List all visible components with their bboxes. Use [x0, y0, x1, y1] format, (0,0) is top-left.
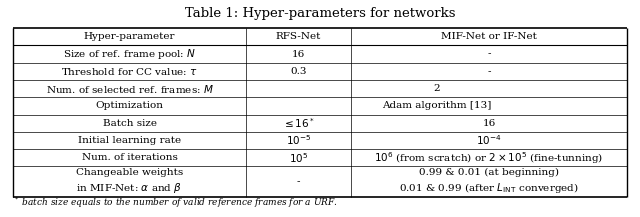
Text: Initial learning rate: Initial learning rate — [78, 136, 181, 145]
Text: Num. of selected ref. frames: $M$: Num. of selected ref. frames: $M$ — [45, 83, 214, 95]
Text: $^*$ batch size equals to the number of valid reference frames for a URF.: $^*$ batch size equals to the number of … — [13, 196, 337, 210]
Text: Size of ref. frame pool: $N$: Size of ref. frame pool: $N$ — [63, 47, 196, 61]
Text: $10^{-5}$: $10^{-5}$ — [286, 134, 311, 147]
Text: RFS-Net: RFS-Net — [276, 32, 321, 41]
Text: $10^{-4}$: $10^{-4}$ — [476, 134, 502, 147]
Text: $10^5$: $10^5$ — [289, 151, 308, 165]
Text: -: - — [297, 178, 300, 186]
Text: MIF-Net or IF-Net: MIF-Net or IF-Net — [441, 32, 537, 41]
Text: Table 1: Hyper-parameters for networks: Table 1: Hyper-parameters for networks — [185, 7, 455, 20]
Text: Threshold for CC value: $\tau$: Threshold for CC value: $\tau$ — [61, 66, 198, 77]
Text: 2: 2 — [433, 84, 440, 93]
Text: 16: 16 — [483, 119, 495, 128]
Text: Adam algorithm [13]: Adam algorithm [13] — [382, 101, 492, 110]
Text: -: - — [487, 67, 491, 76]
Text: Optimization: Optimization — [95, 101, 164, 110]
Text: Num. of iterations: Num. of iterations — [81, 153, 177, 162]
Text: Hyper-parameter: Hyper-parameter — [84, 32, 175, 41]
Text: 0.3: 0.3 — [291, 67, 307, 76]
Text: Batch size: Batch size — [102, 119, 157, 128]
Text: $\leq 16^*$: $\leq 16^*$ — [282, 116, 315, 130]
Text: -: - — [487, 50, 491, 59]
Text: 16: 16 — [292, 50, 305, 59]
Text: $10^6$ (from scratch) or $2 \times 10^5$ (fine-tunning): $10^6$ (from scratch) or $2 \times 10^5$… — [374, 150, 604, 166]
Text: 0.99 & 0.01 (at beginning)
0.01 & 0.99 (after $L_{\mathrm{INT}}$ converged): 0.99 & 0.01 (at beginning) 0.01 & 0.99 (… — [399, 168, 579, 196]
Text: Changeable weights
in MIF-Net: $\alpha$ and $\beta$: Changeable weights in MIF-Net: $\alpha$ … — [76, 168, 183, 196]
